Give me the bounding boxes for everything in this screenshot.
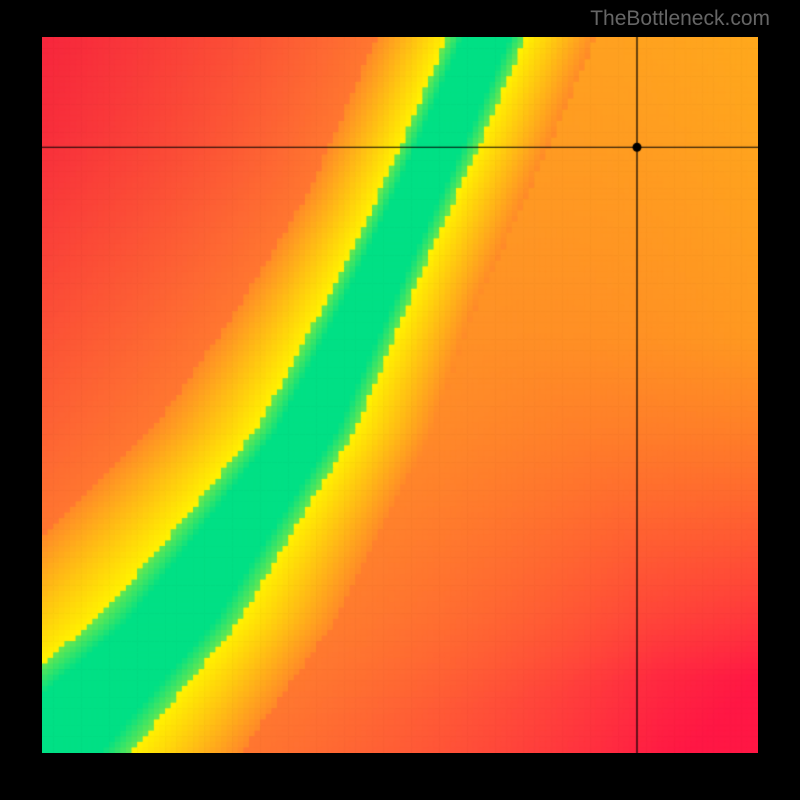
watermark-text: TheBottleneck.com xyxy=(590,7,770,31)
bottleneck-heatmap xyxy=(42,37,758,753)
